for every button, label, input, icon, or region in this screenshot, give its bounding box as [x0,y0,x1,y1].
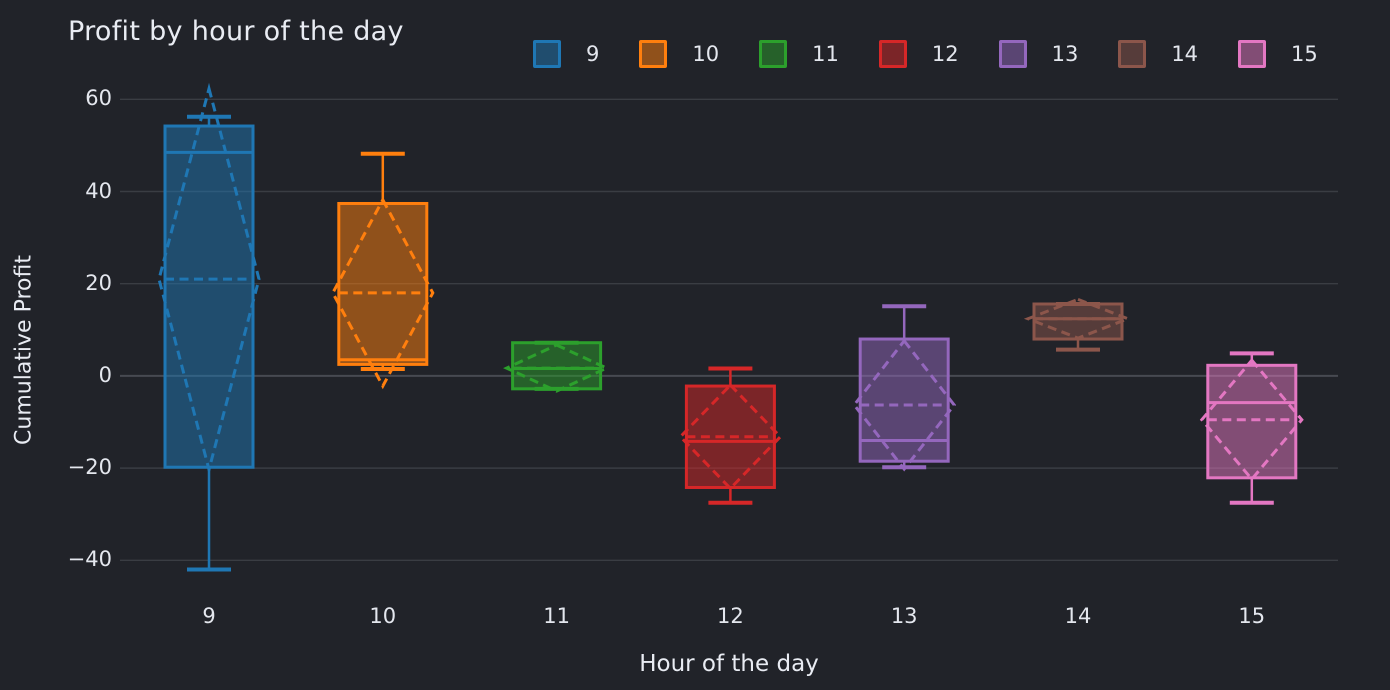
sd-diamond [1023,297,1133,340]
box-group-10[interactable] [331,151,435,390]
legend-label: 12 [931,42,959,66]
box [511,341,603,391]
legend-swatch-icon [533,40,561,68]
legend: 9 10 11 12 13 14 15 [533,40,1318,68]
legend-label: 15 [1291,42,1318,66]
x-tick-label: 13 [890,604,918,628]
legend-label: 13 [1051,42,1079,66]
x-axis-title: Hour of the day [639,651,819,677]
legend-swatch-icon [1238,40,1267,68]
legend-item-12[interactable]: 12 [878,40,959,68]
sd-diamond [503,343,611,393]
box [337,201,429,366]
box [858,337,950,463]
y-tick-label: 0 [98,362,112,387]
x-tick-label: 11 [543,604,570,628]
legend-item-10[interactable]: 10 [639,40,719,68]
y-tick-label: −20 [67,455,112,480]
legend-item-9[interactable]: 9 [533,40,599,68]
legend-label: 10 [692,42,720,66]
legend-swatch-icon [998,40,1027,68]
box-group-15[interactable] [1199,351,1304,505]
legend-swatch-icon [759,40,788,68]
x-tick-label: 15 [1238,604,1266,628]
sd-diamond [678,382,783,491]
legend-swatch-icon [639,40,668,68]
box [1032,302,1124,341]
x-tick-label: 9 [202,604,216,628]
legend-item-13[interactable]: 13 [998,40,1079,68]
legend-label: 11 [812,42,839,66]
sd-diamond [331,196,435,390]
x-tick-label: 14 [1064,604,1092,628]
box-group-11[interactable] [503,340,611,393]
box [163,124,255,469]
box-group-13[interactable] [852,304,957,472]
legend-label: 9 [586,42,600,66]
y-tick-label: 20 [85,270,112,295]
sd-diamond [852,338,957,472]
legend-swatch-icon [1118,40,1147,68]
x-tick-label: 10 [369,604,397,628]
y-tick-label: −40 [67,547,112,572]
sd-diamond [1199,357,1304,482]
legend-swatch-icon [878,40,907,68]
sd-diamond [157,82,261,476]
legend-item-14[interactable]: 14 [1118,40,1198,68]
x-tick-label: 12 [717,604,744,628]
legend-item-11[interactable]: 11 [759,40,839,68]
y-tick-label: 60 [85,86,112,111]
chart-title: Profit by hour of the day [68,16,404,47]
box-group-14[interactable] [1023,297,1133,352]
box-group-9[interactable] [157,82,261,572]
y-tick-label: 40 [85,178,112,203]
box-group-12[interactable] [678,366,783,505]
box [1206,363,1298,480]
legend-item-15[interactable]: 15 [1238,40,1318,68]
legend-label: 14 [1171,42,1199,66]
